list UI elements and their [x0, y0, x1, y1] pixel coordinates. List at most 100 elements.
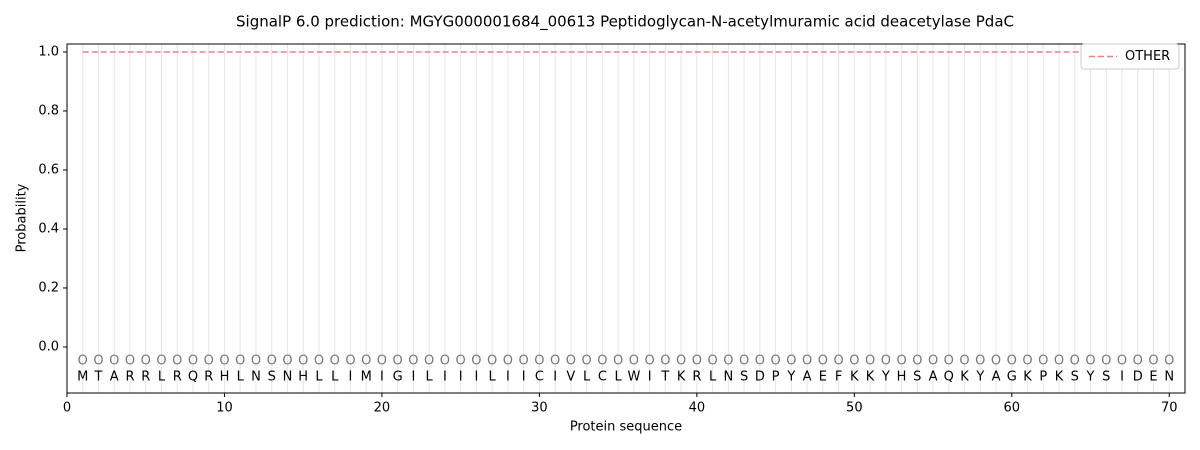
y-tick-label: 1.0	[38, 44, 59, 59]
residue-label: C	[535, 370, 544, 385]
region-label: O	[566, 354, 576, 369]
y-tick-label: 0.2	[38, 280, 59, 295]
region-label: O	[1007, 354, 1017, 369]
residue-label: L	[615, 370, 623, 385]
residue-label: C	[598, 370, 607, 385]
region-label: O	[723, 354, 733, 369]
region-label: O	[1085, 354, 1095, 369]
residue-label: I	[380, 370, 384, 385]
residue-label: N	[283, 370, 293, 385]
residue-label: R	[173, 370, 182, 385]
residue-label: I	[1120, 370, 1124, 385]
region-label: O	[707, 354, 717, 369]
residue-label: H	[298, 370, 308, 385]
residue-label: D	[1133, 370, 1143, 385]
residue-label: T	[94, 370, 103, 385]
region-label: O	[156, 354, 166, 369]
region-label: O	[1038, 354, 1048, 369]
region-label: O	[424, 354, 434, 369]
region-label: O	[188, 354, 198, 369]
residue-label: T	[660, 370, 669, 385]
residue-label: R	[125, 370, 134, 385]
residue-label: Y	[975, 370, 984, 385]
region-label: O	[645, 354, 655, 369]
region-label: O	[219, 354, 229, 369]
region-label: O	[1054, 354, 1064, 369]
region-label: O	[912, 354, 922, 369]
residue-label: A	[110, 370, 119, 385]
region-label: O	[109, 354, 119, 369]
residue-label: K	[850, 370, 859, 385]
region-label: O	[534, 354, 544, 369]
residue-label: A	[992, 370, 1001, 385]
residue-label: S	[1102, 370, 1110, 385]
chart-title: SignalP 6.0 prediction: MGYG000001684_00…	[236, 13, 1014, 32]
region-label: O	[582, 354, 592, 369]
region-label: O	[786, 354, 796, 369]
region-label: O	[251, 354, 261, 369]
region-label: O	[755, 354, 765, 369]
region-label: O	[597, 354, 607, 369]
residue-label: L	[426, 370, 434, 385]
region-label: O	[739, 354, 749, 369]
residue-label: K	[866, 370, 875, 385]
y-tick-label: 0.6	[38, 162, 59, 177]
residue-label: V	[566, 370, 575, 385]
residue-label: L	[315, 370, 323, 385]
region-label: O	[78, 354, 88, 369]
y-tick-label: 0.4	[38, 221, 59, 236]
region-label: O	[833, 354, 843, 369]
region-label: O	[660, 354, 670, 369]
region-label: O	[849, 354, 859, 369]
region-label: O	[550, 354, 560, 369]
region-label: O	[975, 354, 985, 369]
region-label: O	[440, 354, 450, 369]
residue-label: I	[443, 370, 447, 385]
region-label: O	[125, 354, 135, 369]
region-label: O	[881, 354, 891, 369]
region-label: O	[519, 354, 529, 369]
residue-label: N	[1164, 370, 1174, 385]
region-label: O	[377, 354, 387, 369]
region-label: O	[298, 354, 308, 369]
residue-label: L	[709, 370, 717, 385]
residue-label: I	[522, 370, 526, 385]
residue-label: I	[459, 370, 463, 385]
y-tick-label: 0.0	[38, 339, 59, 354]
region-label: O	[991, 354, 1001, 369]
residue-label: A	[929, 370, 938, 385]
x-tick-label: 40	[689, 401, 706, 416]
region-label: O	[204, 354, 214, 369]
x-tick-label: 50	[846, 401, 863, 416]
residue-label: D	[755, 370, 765, 385]
region-label: O	[361, 354, 371, 369]
region-label: O	[282, 354, 292, 369]
residue-label: S	[1071, 370, 1079, 385]
residue-label: I	[474, 370, 478, 385]
region-label: O	[896, 354, 906, 369]
residue-label: K	[1023, 370, 1032, 385]
region-label: O	[503, 354, 513, 369]
residue-label: Y	[1086, 370, 1095, 385]
residue-label: S	[740, 370, 748, 385]
residue-label: I	[553, 370, 557, 385]
residue-label: L	[489, 370, 497, 385]
region-label: O	[345, 354, 355, 369]
residue-label: S	[913, 370, 921, 385]
region-label: O	[676, 354, 686, 369]
region-label: O	[172, 354, 182, 369]
region-label: O	[393, 354, 403, 369]
y-axis-label: Probability	[15, 183, 30, 252]
region-label: O	[613, 354, 623, 369]
region-label: O	[1133, 354, 1143, 369]
x-tick-label: 10	[216, 401, 233, 416]
x-tick-label: 60	[1004, 401, 1021, 416]
residue-label: G	[1007, 370, 1017, 385]
region-label: O	[770, 354, 780, 369]
x-tick-label: 0	[63, 401, 71, 416]
region-label: O	[267, 354, 277, 369]
residue-label: Y	[881, 370, 890, 385]
residue-label: I	[648, 370, 652, 385]
residue-label: K	[960, 370, 969, 385]
